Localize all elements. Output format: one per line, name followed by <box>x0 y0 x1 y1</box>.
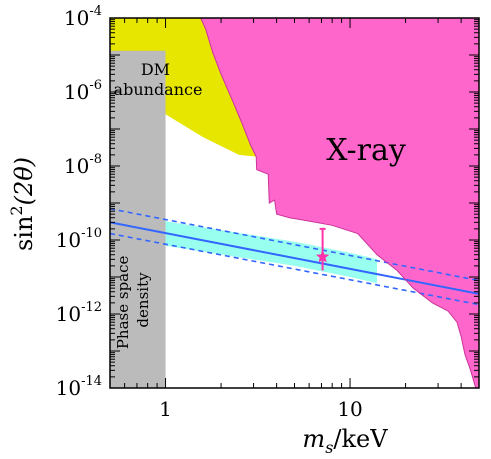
phase-space-region <box>110 50 166 388</box>
star-marker <box>315 249 330 263</box>
series-line-1 <box>110 221 479 295</box>
x-tick-label: 1 <box>159 397 172 421</box>
y-tick-label: 10-4 <box>64 4 102 30</box>
y-tick-label: 10-8 <box>64 152 102 178</box>
xray-label: X-ray <box>326 133 406 168</box>
tick-layer: 1 10 10-4 10-6 10-8 10-10 10-12 10-14 <box>56 4 480 421</box>
series-layer <box>110 207 479 306</box>
plot-area <box>110 18 479 388</box>
y-axis-title: sin2(2θ) <box>7 157 38 251</box>
y-tick-label: 10-6 <box>64 78 102 104</box>
y-tick-label: 10-10 <box>56 226 102 252</box>
xray-excluded-region <box>200 18 479 388</box>
marker-layer <box>315 227 330 271</box>
y-tick-label: 10-12 <box>56 300 102 326</box>
xray-boundary-line <box>200 18 479 388</box>
x-axis-title: ms/keV <box>302 425 388 457</box>
allowed-band-region <box>165 221 377 284</box>
x-tick-label: 10 <box>337 397 362 421</box>
dm-abundance-label: DM abundance <box>114 60 203 99</box>
phase-space-label: Phase space density <box>114 251 152 349</box>
y-tick-label: 10-14 <box>56 374 102 400</box>
